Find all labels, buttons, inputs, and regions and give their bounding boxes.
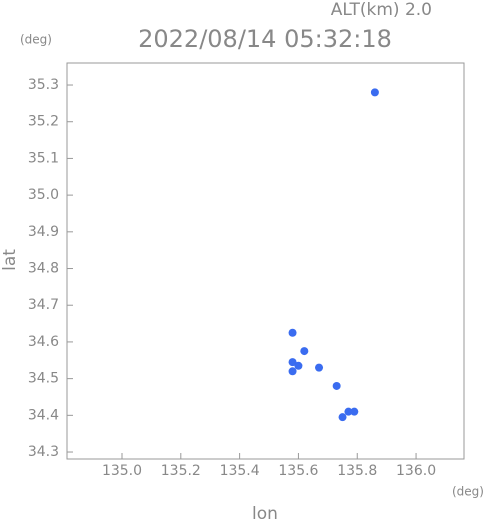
echo-cell: [288, 328, 297, 337]
echo-cell: [350, 407, 359, 416]
y-axis-label: lat: [0, 249, 20, 271]
echo-cell: [288, 367, 297, 376]
plot-frame: [66, 62, 465, 460]
echo-cell: [332, 381, 341, 390]
y-tick-label: 35.3: [28, 77, 59, 93]
y-tick-label: 35.1: [28, 150, 59, 166]
x-axis-label: lon: [252, 504, 278, 521]
x-tick-label: 135.4: [220, 463, 260, 479]
y-unit: (deg): [20, 33, 52, 47]
x-tick-label: 135.2: [161, 463, 201, 479]
x-tick-label: 136.0: [396, 463, 436, 479]
altitude-label: ALT(km) 2.0: [331, 0, 432, 20]
x-tick-label: 135.8: [337, 463, 377, 479]
echo-cell: [315, 363, 324, 372]
echo-cell: [344, 407, 353, 416]
echo-cell: [294, 361, 303, 370]
chart-title: 2022/08/14 05:32:18: [138, 25, 392, 53]
y-tick-label: 35.0: [28, 187, 59, 203]
y-tick-label: 34.5: [28, 371, 59, 387]
echo-cell: [300, 347, 309, 356]
y-tick-label: 34.7: [28, 297, 59, 313]
echo-cell: [288, 358, 297, 367]
echo-cell: [338, 413, 347, 422]
y-tick-label: 34.8: [28, 261, 59, 277]
y-tick-label: 34.9: [28, 224, 59, 240]
x-tick-label: 135.0: [102, 463, 142, 479]
y-tick-label: 35.2: [28, 114, 59, 130]
y-tick-label: 34.4: [28, 407, 59, 423]
y-tick-label: 34.6: [28, 334, 59, 350]
x-tick-label: 135.6: [278, 463, 318, 479]
y-tick-label: 34.3: [28, 444, 59, 460]
echo-cell: [370, 88, 379, 97]
x-unit: (deg): [452, 485, 484, 499]
